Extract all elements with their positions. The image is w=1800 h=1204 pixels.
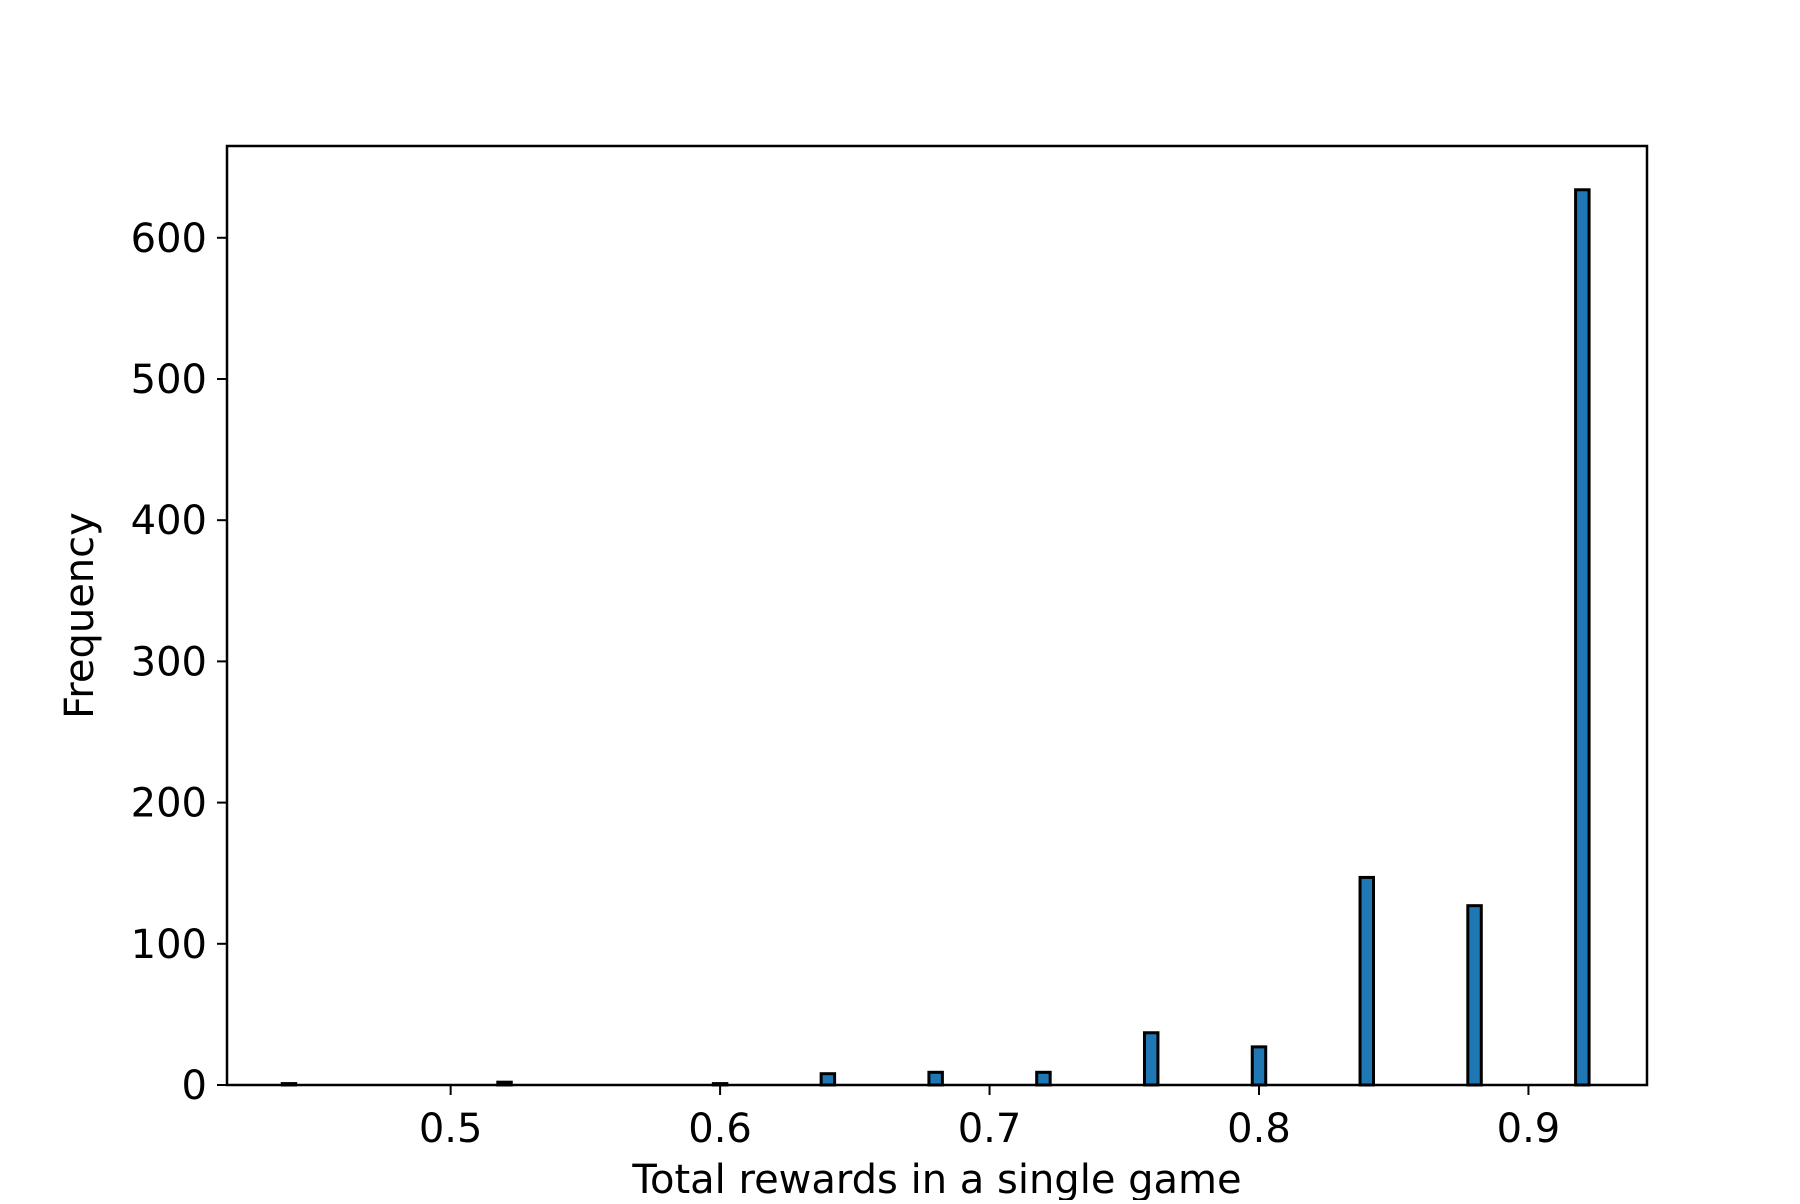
x-tick-label: 0.9 (1497, 1106, 1561, 1152)
y-tick-label: 400 (131, 498, 207, 544)
histogram-bar (1574, 188, 1591, 1087)
x-tick-label: 0.8 (1227, 1106, 1291, 1152)
y-axis-label: Frequency (57, 512, 103, 719)
x-axis-label: Total rewards in a single game (631, 1157, 1241, 1200)
x-tick-label: 0.5 (419, 1106, 483, 1152)
histogram-bar (1466, 904, 1483, 1087)
histogram-bar (1035, 1070, 1052, 1087)
y-tick-label: 600 (131, 216, 207, 262)
histogram-bar (819, 1072, 837, 1087)
histogram-bar (1250, 1045, 1268, 1087)
y-tick-label: 200 (131, 781, 207, 827)
axes-frame (225, 144, 1649, 1087)
x-tick-label: 0.6 (688, 1106, 752, 1152)
y-tick-label: 100 (131, 922, 207, 968)
histogram-bar (1358, 875, 1376, 1087)
y-tick-label: 300 (131, 639, 207, 685)
y-tick-label: 500 (131, 357, 207, 403)
x-tick-label: 0.7 (958, 1106, 1022, 1152)
histogram-bar (927, 1070, 944, 1087)
y-axis-ticks: 0 100 200 300 400 500 600 (131, 216, 227, 1109)
x-axis-ticks: 0.5 0.6 0.7 0.8 0.9 (419, 1085, 1560, 1152)
y-tick-label: 0 (182, 1063, 207, 1109)
histogram-bar (1142, 1031, 1160, 1087)
